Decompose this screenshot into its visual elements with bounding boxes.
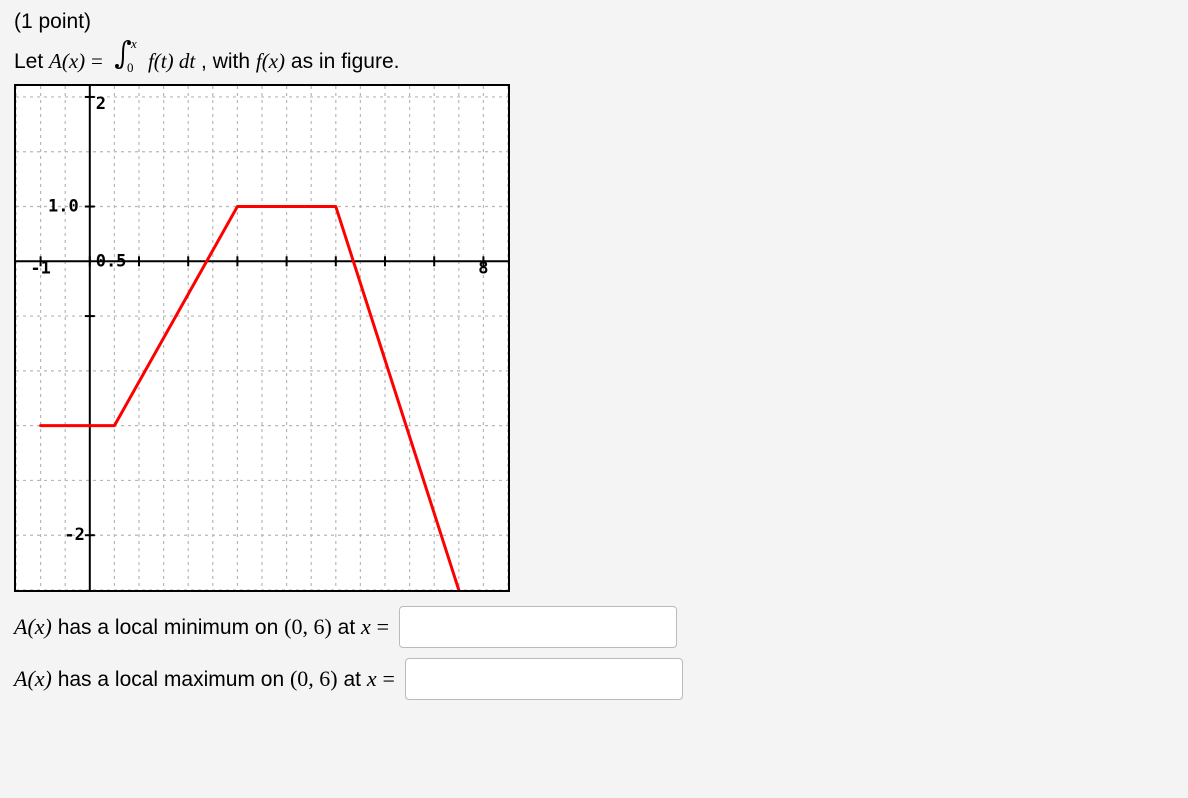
q1-fn: A(x) xyxy=(14,614,52,639)
svg-text:2: 2 xyxy=(96,94,106,114)
fn-name: f(x) xyxy=(256,49,285,73)
question-min-row: A(x) has a local minimum on (0, 6) at x … xyxy=(14,606,1174,648)
q2-mid: has a local maximum on xyxy=(58,668,290,691)
svg-text:-2: -2 xyxy=(64,525,84,545)
problem-prefix: Let xyxy=(14,50,49,73)
svg-text:8: 8 xyxy=(478,258,488,278)
q1-mid: has a local minimum on xyxy=(58,616,284,639)
question-max-prompt: A(x) has a local maximum on (0, 6) at x … xyxy=(14,666,395,692)
q1-eq: = xyxy=(377,614,389,639)
chart-figure: 2 1.0 0.5 -1 8 -2 xyxy=(14,84,510,592)
q1-at: at xyxy=(338,616,361,639)
answer-min-input[interactable] xyxy=(399,606,677,648)
q2-at: at xyxy=(343,668,366,691)
q2-fn: A(x) xyxy=(14,666,52,691)
integral-symbol: x 0 xyxy=(110,38,140,76)
q2-var: x xyxy=(367,666,377,691)
svg-text:x: x xyxy=(130,38,137,51)
problem-suffix2: as in figure. xyxy=(291,50,400,73)
q2-interval: (0, 6) xyxy=(290,666,338,691)
point-value: (1 point) xyxy=(14,10,1174,34)
question-min-prompt: A(x) has a local minimum on (0, 6) at x … xyxy=(14,614,389,640)
svg-text:0: 0 xyxy=(127,60,134,72)
integrand: f(t) dt xyxy=(148,49,195,73)
lhs-expression: A(x) xyxy=(49,49,85,73)
question-max-row: A(x) has a local maximum on (0, 6) at x … xyxy=(14,658,1174,700)
answer-max-input[interactable] xyxy=(405,658,683,700)
q2-eq: = xyxy=(382,666,394,691)
svg-text:0.5: 0.5 xyxy=(96,251,127,271)
svg-text:1.0: 1.0 xyxy=(48,197,79,217)
problem-statement: Let A(x) = x 0 f(t) dt , with f(x) as in… xyxy=(14,38,1174,76)
q1-var: x xyxy=(361,614,371,639)
equals-sign: = xyxy=(91,49,108,73)
problem-suffix: , with xyxy=(201,50,256,73)
q1-interval: (0, 6) xyxy=(284,614,332,639)
svg-text:-1: -1 xyxy=(30,258,50,278)
